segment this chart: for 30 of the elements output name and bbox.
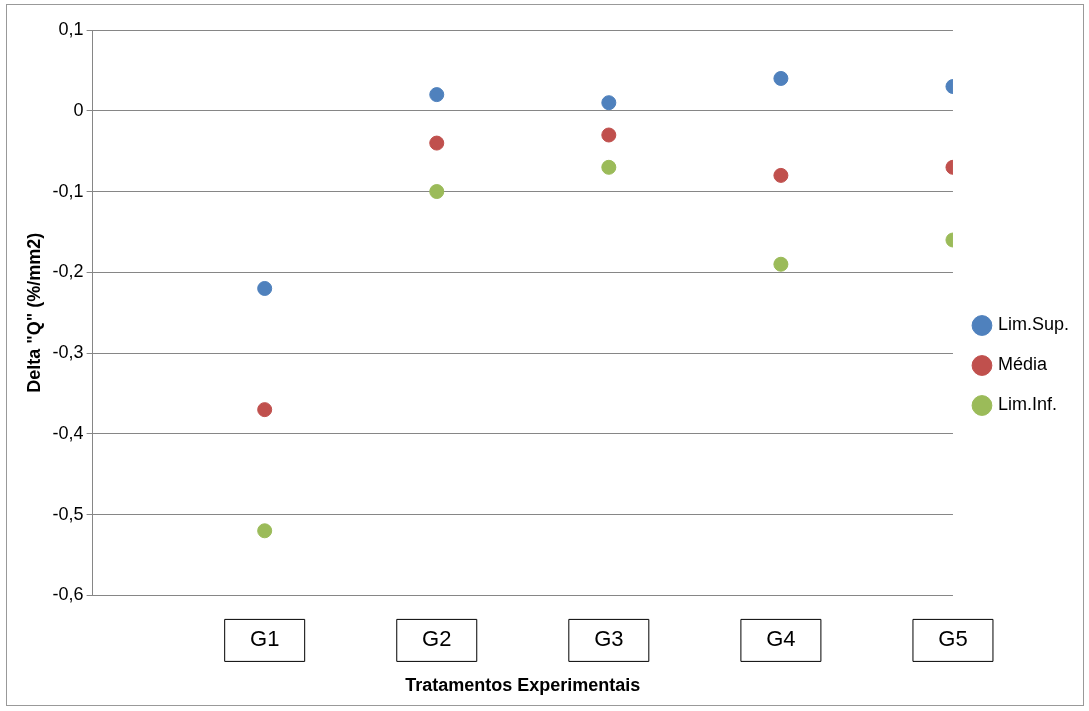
x-tick-label: G1 — [250, 626, 280, 652]
y-tick-label: -0,3 — [52, 342, 84, 363]
y-tick-label: -0,5 — [52, 503, 84, 524]
point — [601, 127, 617, 143]
point — [601, 159, 617, 175]
point — [773, 167, 789, 183]
point — [429, 135, 445, 151]
y-tick-label: 0,1 — [58, 18, 84, 39]
y-tick-label: 0 — [73, 99, 84, 120]
legend-label: Lim.Sup. — [997, 314, 1070, 335]
x-tick-label: G4 — [766, 626, 796, 652]
y-tick-label: -0,4 — [52, 422, 84, 443]
x-tick-label: G2 — [422, 626, 452, 652]
point — [773, 70, 789, 86]
point — [773, 256, 789, 272]
point — [429, 87, 445, 103]
point — [257, 280, 273, 296]
point — [257, 402, 273, 418]
x-tick-label: G3 — [594, 626, 624, 652]
point — [429, 184, 445, 200]
y-tick-label: -0,1 — [52, 180, 84, 201]
y-tick-label: -0,6 — [52, 584, 84, 605]
point — [257, 523, 273, 539]
y-axis-title: Delta "Q" (%/mm2) — [23, 232, 44, 393]
y-tick-label: -0,2 — [52, 261, 84, 282]
legend-label: Lim.Inf. — [997, 394, 1057, 415]
x-axis-title: Tratamentos Experimentais — [405, 675, 641, 696]
x-tick-label: G5 — [938, 626, 968, 652]
legend-label: Média — [997, 354, 1048, 375]
point — [601, 95, 617, 111]
